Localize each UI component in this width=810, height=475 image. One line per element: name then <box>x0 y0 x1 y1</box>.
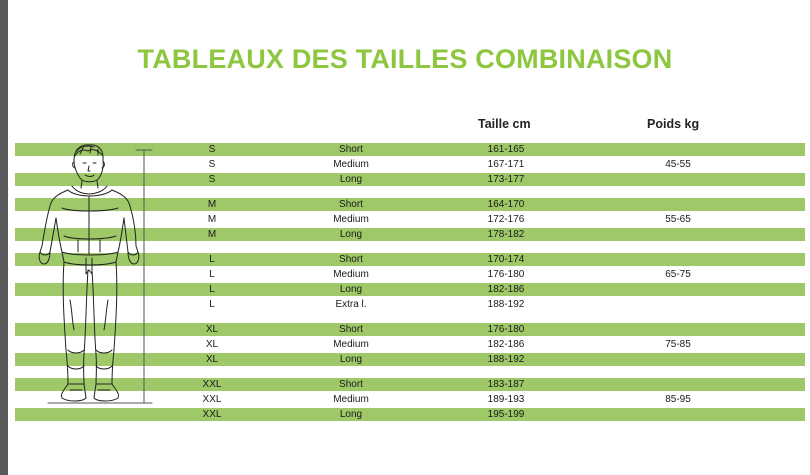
size-cell: XXL <box>202 394 222 405</box>
person-silhouette-icon <box>38 144 153 404</box>
table-row: S Long 173-177 <box>15 172 805 187</box>
fit-cell: Medium <box>333 339 369 350</box>
size-cell: S <box>208 174 216 185</box>
height-cell: 188-192 <box>487 354 525 365</box>
size-cell: L <box>209 284 215 295</box>
fit-cell: Extra l. <box>335 299 367 310</box>
weight-cell: 75-85 <box>665 339 691 350</box>
size-cell: L <box>209 269 215 280</box>
fit-cell: Long <box>339 409 363 420</box>
table-row: XXL Short 183-187 <box>15 377 805 392</box>
size-cell: S <box>208 144 216 155</box>
size-cell: XL <box>205 354 219 365</box>
row-stripe <box>15 228 805 241</box>
fit-cell: Medium <box>333 214 369 225</box>
row-stripe <box>15 378 805 391</box>
table-row: L Extra l. 188-192 <box>15 297 805 312</box>
height-cell: 176-180 <box>487 324 525 335</box>
height-cell: 188-192 <box>487 299 525 310</box>
table-row: M Medium 172-176 55-65 <box>15 212 805 227</box>
height-cell: 178-182 <box>487 229 525 240</box>
table-row: M Long 178-182 <box>15 227 805 242</box>
row-stripe <box>15 253 805 266</box>
weight-cell: 55-65 <box>665 214 691 225</box>
row-stripe <box>15 353 805 366</box>
row-stripe <box>15 143 805 156</box>
table-row: XL Long 188-192 <box>15 352 805 367</box>
fit-cell: Short <box>339 144 363 155</box>
fit-cell: Long <box>339 229 363 240</box>
row-stripe <box>15 198 805 211</box>
table-row: L Short 170-174 <box>15 252 805 267</box>
size-cell: L <box>209 254 215 265</box>
size-cell: L <box>209 299 215 310</box>
size-cell: M <box>207 199 217 210</box>
fit-cell: Medium <box>333 159 369 170</box>
fit-cell: Short <box>339 199 363 210</box>
fit-cell: Long <box>339 354 363 365</box>
size-cell: XL <box>205 324 219 335</box>
height-cell: 164-170 <box>487 199 525 210</box>
table-row: L Medium 176-180 65-75 <box>15 267 805 282</box>
table-row: XXL Long 195-199 <box>15 407 805 422</box>
fit-cell: Short <box>339 324 363 335</box>
height-cell: 173-177 <box>487 174 525 185</box>
row-stripe <box>15 408 805 421</box>
height-cell: 161-165 <box>487 144 525 155</box>
table-row: XL Short 176-180 <box>15 322 805 337</box>
column-header-weight: Poids kg <box>647 117 700 131</box>
height-cell: 172-176 <box>487 214 525 225</box>
fit-cell: Short <box>339 379 363 390</box>
size-cell: M <box>207 229 217 240</box>
size-cell: M <box>207 214 217 225</box>
table-row: S Medium 167-171 45-55 <box>15 157 805 172</box>
height-cell: 167-171 <box>487 159 525 170</box>
fit-cell: Long <box>339 284 363 295</box>
size-cell: XL <box>205 339 219 350</box>
fit-cell: Long <box>339 174 363 185</box>
row-stripe <box>15 283 805 296</box>
height-cell: 183-187 <box>487 379 525 390</box>
weight-cell: 45-55 <box>665 159 691 170</box>
page-title: TABLEAUX DES TAILLES COMBINAISON <box>137 44 673 74</box>
table-row: XXL Medium 189-193 85-95 <box>15 392 805 407</box>
table-row: S Short 161-165 <box>15 142 805 157</box>
weight-cell: 65-75 <box>665 269 691 280</box>
height-cell: 170-174 <box>487 254 525 265</box>
table-row: XL Medium 182-186 75-85 <box>15 337 805 352</box>
table-row: L Long 182-186 <box>15 282 805 297</box>
table-row: M Short 164-170 <box>15 197 805 212</box>
size-cell: XXL <box>202 409 222 420</box>
weight-cell: 85-95 <box>665 394 691 405</box>
fit-cell: Medium <box>333 269 369 280</box>
height-cell: 189-193 <box>487 394 525 405</box>
column-header-height: Taille cm <box>478 117 531 131</box>
row-stripe <box>15 173 805 186</box>
height-cell: 182-186 <box>487 339 525 350</box>
fit-cell: Medium <box>333 394 369 405</box>
fit-cell: Short <box>339 254 363 265</box>
size-cell: XXL <box>202 379 222 390</box>
height-cell: 176-180 <box>487 269 525 280</box>
height-cell: 195-199 <box>487 409 525 420</box>
size-cell: S <box>208 159 216 170</box>
height-cell: 182-186 <box>487 284 525 295</box>
row-stripe <box>15 323 805 336</box>
page-edge <box>0 0 8 475</box>
